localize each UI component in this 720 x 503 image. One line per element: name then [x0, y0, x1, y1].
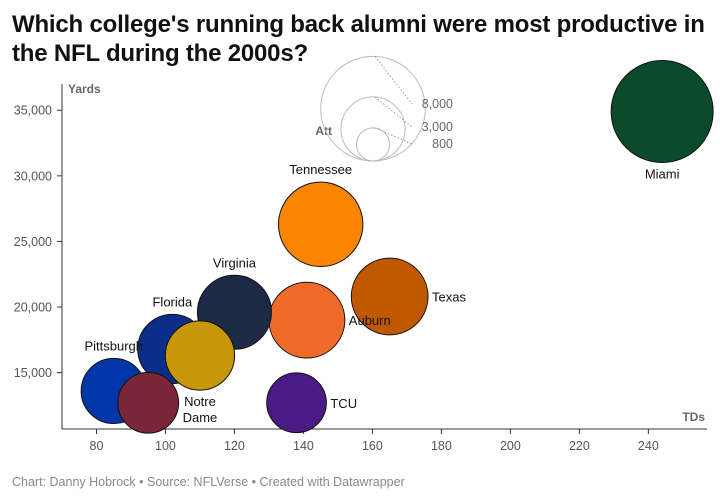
- y-tick-label: 30,000: [14, 169, 52, 183]
- size-legend-circle: [355, 127, 391, 162]
- data-point-tcu: [266, 372, 327, 434]
- x-tick-label: 140: [293, 439, 314, 453]
- point-label-virginia: Virginia: [213, 255, 257, 270]
- data-point-notre-dame: [164, 320, 236, 391]
- point-label-tcu: TCU: [330, 396, 357, 411]
- y-tick-label: 20,000: [14, 301, 52, 315]
- point-label-florida: Florida: [152, 294, 193, 309]
- data-point-auburn: [268, 281, 346, 359]
- x-tick-label: 100: [155, 439, 176, 453]
- chart-title: Which college's running back alumni were…: [12, 11, 705, 67]
- point-label-notre-dame: Notre Dame: [183, 394, 218, 425]
- y-tick-label: 25,000: [14, 235, 52, 249]
- size-legend-label: 3,000: [422, 120, 453, 134]
- data-point-tennessee: [278, 181, 364, 268]
- data-point-unlabeled: [117, 371, 180, 434]
- size-legend-leader: [374, 127, 413, 145]
- size-legend-label: 800: [432, 137, 453, 151]
- size-legend-circle: [320, 55, 426, 162]
- x-tick-label: 80: [90, 439, 104, 453]
- point-label-tennessee: Tennessee: [289, 162, 352, 177]
- data-point-miami: [610, 60, 714, 164]
- size-legend-leader: [374, 96, 413, 128]
- x-axis-label: TDs: [682, 410, 705, 424]
- y-tick-label: 15,000: [14, 366, 52, 380]
- point-label-miami: Miami: [645, 167, 680, 182]
- x-tick-label: 160: [362, 439, 383, 453]
- point-label-texas: Texas: [432, 290, 466, 305]
- x-tick-label: 180: [431, 439, 452, 453]
- x-tick-label: 220: [569, 439, 590, 453]
- point-label-pittsburgh: Pittsburgh: [84, 338, 143, 353]
- y-axis-label: Yards: [68, 82, 101, 96]
- x-tick-label: 240: [638, 439, 659, 453]
- size-legend-leader: [374, 56, 413, 105]
- x-tick-label: 200: [500, 439, 521, 453]
- x-tick-label: 120: [224, 439, 245, 453]
- data-point-texas: [350, 257, 429, 336]
- chart-footer: Chart: Danny Hobrock • Source: NFLVerse …: [12, 475, 405, 489]
- y-tick-label: 35,000: [14, 104, 52, 118]
- point-label-auburn: Auburn: [349, 313, 391, 328]
- size-legend-label: 8,000: [422, 97, 453, 111]
- size-legend-circle: [340, 96, 406, 162]
